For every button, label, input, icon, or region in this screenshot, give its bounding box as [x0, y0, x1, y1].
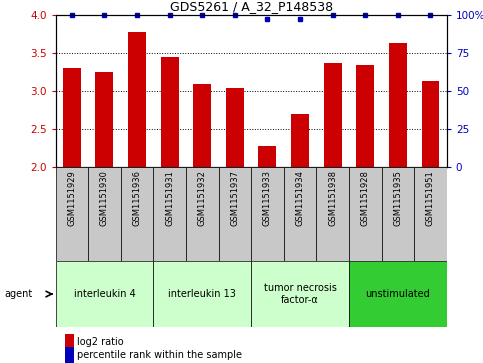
Bar: [186, 167, 218, 261]
Bar: [382, 167, 414, 261]
Text: GSM1151928: GSM1151928: [361, 170, 370, 226]
Bar: [356, 65, 374, 167]
Bar: [161, 57, 179, 167]
Text: log2 ratio: log2 ratio: [77, 337, 124, 347]
Text: interleukin 4: interleukin 4: [73, 289, 135, 299]
Title: GDS5261 / A_32_P148538: GDS5261 / A_32_P148538: [170, 0, 333, 13]
Bar: [219, 167, 251, 261]
Bar: [128, 32, 146, 167]
Text: GSM1151937: GSM1151937: [230, 170, 240, 226]
Bar: [56, 167, 88, 261]
Bar: [88, 167, 121, 261]
Bar: [251, 261, 349, 327]
Text: GSM1151934: GSM1151934: [296, 170, 305, 226]
Text: percentile rank within the sample: percentile rank within the sample: [77, 350, 242, 360]
Bar: [56, 261, 154, 327]
Text: tumor necrosis
factor-α: tumor necrosis factor-α: [264, 283, 337, 305]
Bar: [349, 261, 447, 327]
Text: GSM1151951: GSM1151951: [426, 170, 435, 225]
Text: GSM1151935: GSM1151935: [393, 170, 402, 226]
Bar: [63, 68, 81, 167]
Bar: [193, 84, 211, 167]
Bar: [414, 167, 447, 261]
Bar: [291, 114, 309, 167]
Bar: [96, 72, 114, 167]
Bar: [121, 167, 154, 261]
Bar: [154, 167, 186, 261]
Text: GSM1151932: GSM1151932: [198, 170, 207, 226]
Text: GSM1151933: GSM1151933: [263, 170, 272, 226]
Bar: [284, 167, 316, 261]
Text: interleukin 13: interleukin 13: [168, 289, 236, 299]
Text: GSM1151929: GSM1151929: [67, 170, 76, 225]
Text: GSM1151931: GSM1151931: [165, 170, 174, 226]
Bar: [389, 43, 407, 167]
Bar: [258, 146, 276, 167]
Bar: [226, 89, 244, 167]
Bar: [316, 167, 349, 261]
Text: GSM1151936: GSM1151936: [132, 170, 142, 226]
Bar: [349, 167, 382, 261]
Text: unstimulated: unstimulated: [366, 289, 430, 299]
Bar: [324, 62, 341, 167]
Text: agent: agent: [5, 289, 33, 299]
Bar: [422, 81, 440, 167]
Bar: [251, 167, 284, 261]
Text: GSM1151930: GSM1151930: [100, 170, 109, 226]
Text: GSM1151938: GSM1151938: [328, 170, 337, 226]
Bar: [154, 261, 251, 327]
